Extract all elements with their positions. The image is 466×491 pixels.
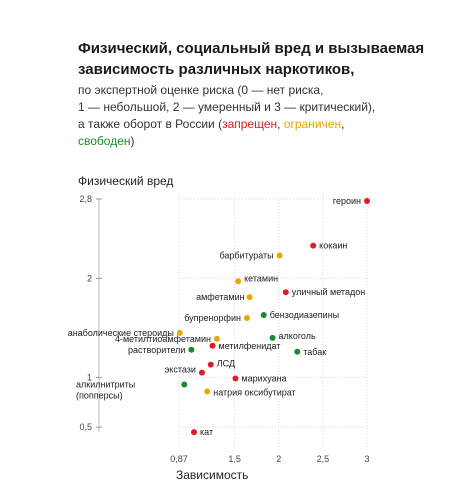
data-point bbox=[260, 312, 267, 319]
data-point bbox=[213, 335, 220, 342]
data-point bbox=[243, 315, 250, 322]
y-tick-label: 2,8 bbox=[79, 194, 92, 204]
data-point bbox=[232, 375, 239, 382]
data-point bbox=[204, 388, 211, 395]
chart-title: Физический, социальный вред и вызываемая… bbox=[78, 40, 425, 78]
chart-points: героин кокаин барбитураты кетамин уличный ме… bbox=[68, 196, 370, 437]
chart-grid bbox=[98, 194, 368, 447]
data-label: кетамин bbox=[244, 273, 278, 283]
data-label: бензодиазепины bbox=[270, 310, 339, 320]
legend-free: свободен bbox=[78, 134, 131, 148]
data-label: кат bbox=[200, 427, 213, 437]
y-tick-label: 2 bbox=[87, 273, 92, 283]
data-label: растворители bbox=[128, 345, 185, 355]
data-label: ЛСД bbox=[217, 359, 235, 369]
subtitle-line-2: 1 — небольшой, 2 — умеренный и 3 — крити… bbox=[78, 100, 376, 114]
data-point bbox=[364, 197, 370, 204]
y-tick-label: 1 bbox=[87, 373, 92, 383]
data-label: табак bbox=[303, 347, 326, 357]
x-tick-label: 1,5 bbox=[228, 454, 241, 464]
chart-ticks: 0,5 1 2 2,8 0,87 1,5 2 2,5 3 bbox=[79, 194, 369, 464]
x-tick-label: 2 bbox=[276, 454, 281, 464]
data-point bbox=[269, 334, 276, 341]
data-label: алкоголь bbox=[279, 331, 316, 341]
data-point bbox=[294, 348, 301, 355]
chart-subtitle: по экспертной оценке риска (0 — нет риск… bbox=[78, 82, 458, 150]
data-point bbox=[235, 278, 242, 285]
legend-sep-2: , bbox=[341, 117, 345, 131]
subtitle-line-3: а также оборот в России ( bbox=[78, 117, 223, 131]
x-tick-label: 3 bbox=[364, 454, 369, 464]
data-point bbox=[282, 289, 289, 296]
data-point bbox=[191, 429, 198, 436]
data-label: бупренорфин bbox=[184, 313, 241, 323]
x-axis-title: Зависимость bbox=[176, 468, 249, 482]
data-point bbox=[207, 361, 214, 368]
legend-close: ) bbox=[130, 134, 135, 148]
data-label: барбитураты bbox=[219, 251, 273, 261]
data-point bbox=[181, 381, 188, 388]
data-point bbox=[176, 329, 183, 336]
x-tick-label: 0,87 bbox=[170, 454, 188, 464]
data-label: экстази bbox=[165, 365, 196, 375]
data-point bbox=[209, 342, 216, 349]
subtitle-line-1: по экспертной оценке риска (0 — нет риск… bbox=[78, 83, 324, 97]
data-label: амфетамин bbox=[196, 292, 245, 302]
data-label: анаболические стероиды bbox=[68, 328, 174, 338]
data-label: кокаин bbox=[319, 241, 347, 251]
legend-sep-1: , bbox=[277, 117, 284, 131]
data-point bbox=[198, 369, 205, 376]
data-point bbox=[188, 346, 195, 353]
y-axis-title: Физический вред bbox=[78, 174, 174, 188]
chart-header: Физический, социальный вред и вызываемая… bbox=[78, 38, 458, 150]
data-label: натрия оксибутират bbox=[213, 387, 295, 397]
data-label: 4-метилтиоамфетамин bbox=[115, 334, 211, 344]
data-label: алкилнитриты (попперсы) bbox=[76, 379, 135, 400]
x-tick-label: 2,5 bbox=[317, 454, 330, 464]
data-label: метилфенидат bbox=[219, 341, 281, 351]
data-point bbox=[276, 252, 283, 259]
data-point bbox=[310, 242, 317, 249]
data-label: марихуана bbox=[241, 374, 286, 384]
legend-restricted: ограничен bbox=[283, 117, 342, 131]
data-label: героин bbox=[333, 196, 361, 206]
legend-banned: запрещен bbox=[222, 117, 278, 131]
data-label: уличный метадон bbox=[292, 287, 365, 297]
data-point bbox=[246, 294, 253, 301]
y-tick-label: 0,5 bbox=[79, 422, 92, 432]
